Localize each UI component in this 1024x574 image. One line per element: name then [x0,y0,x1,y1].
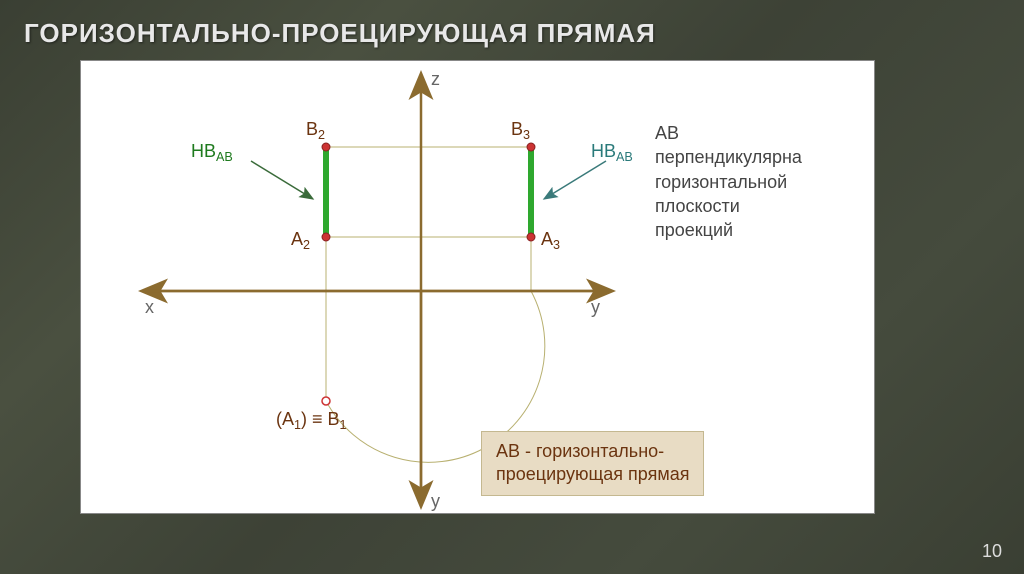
nv-arrow-left [251,161,313,199]
label-a2: A2 [291,229,310,250]
axis-label-y-down: y [431,491,440,512]
label-b2: B2 [306,119,325,140]
point-b3 [527,143,535,151]
page-number: 10 [982,541,1002,562]
nv-label-left: НВАВ [191,141,233,162]
point-b2 [322,143,330,151]
nv-label-right: НВАВ [591,141,633,162]
axis-label-y-right: y [591,297,600,318]
diagram-canvas: z x y y B2 B3 A2 A3 (A1) ≡ B1 НВАВ НВАВ … [80,60,875,514]
point-a1b1 [322,397,330,405]
caption-box: АВ - горизонтально- проецирующая прямая [481,431,704,496]
label-b3: B3 [511,119,530,140]
point-a2 [322,233,330,241]
axis-label-z: z [431,69,440,90]
slide-title: ГОРИЗОНТАЛЬНО-ПРОЕЦИРУЮЩАЯ ПРЯМАЯ [0,0,1024,49]
point-a3 [527,233,535,241]
label-a1b1: (A1) ≡ B1 [276,409,347,430]
description-text: АВ перпендикулярна горизонтальной плоско… [655,121,802,242]
axis-label-x: x [145,297,154,318]
label-a3: A3 [541,229,560,250]
nv-arrow-right [544,161,606,199]
